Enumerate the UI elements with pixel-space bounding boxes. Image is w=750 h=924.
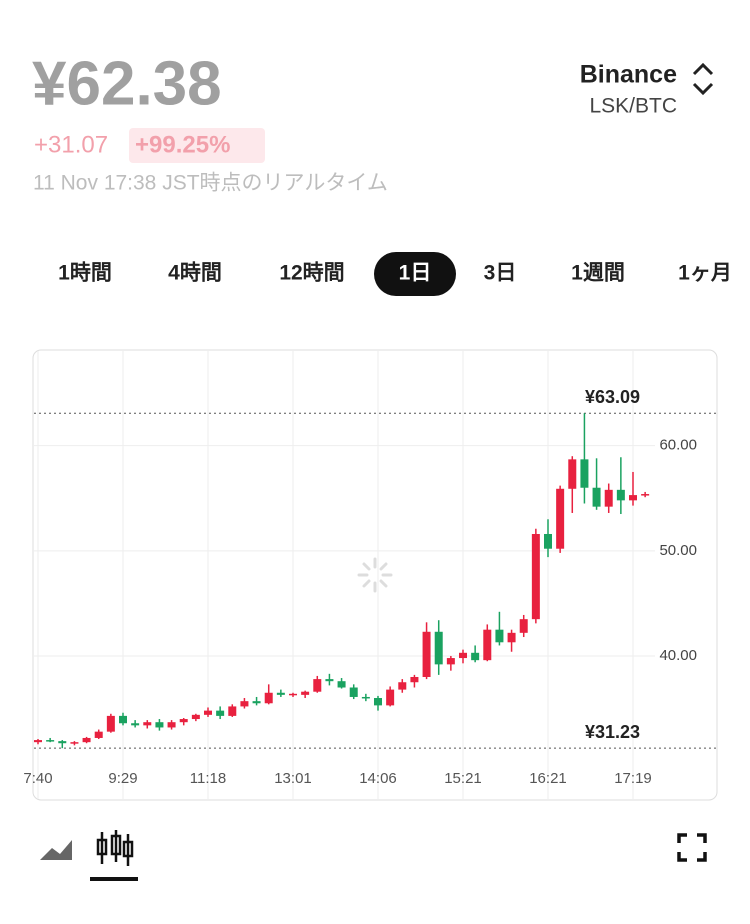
y-tick-label: 50.00 — [659, 542, 697, 559]
tab[interactable]: 1週間 — [571, 262, 625, 285]
candle-body — [264, 692, 273, 704]
candle-body — [94, 731, 103, 738]
y-tick-label: 40.00 — [659, 647, 697, 664]
x-tick-label: 17:19 — [614, 770, 652, 787]
candle-body — [82, 737, 91, 743]
candle-body — [167, 722, 176, 728]
candle-body — [434, 631, 443, 665]
candle-body — [483, 629, 492, 661]
x-tick-label: 16:21 — [529, 770, 567, 787]
candle-body — [519, 619, 528, 633]
line-chart-icon[interactable] — [40, 840, 72, 860]
tab[interactable]: 3日 — [484, 262, 517, 285]
candle-body — [446, 658, 455, 665]
y-tick-label: 60.00 — [659, 437, 697, 454]
candle-body — [361, 696, 370, 699]
candle-body — [204, 710, 212, 715]
change: +31.07 — [34, 131, 108, 158]
candle-body — [155, 722, 164, 728]
timestamp: 11 Nov 17:38 JST時点のリアルタイム — [33, 172, 388, 195]
spinner — [357, 557, 393, 593]
candle-body — [398, 682, 407, 690]
candle-body — [641, 494, 650, 496]
candle-body — [531, 533, 540, 620]
candle-body — [507, 632, 516, 643]
candle-body — [422, 631, 431, 677]
candle-body — [313, 679, 322, 692]
chart: 7:40 9:29 11:18 13:01 14:06 15:21 16:21 17:19 40… — [23, 351, 716, 799]
candle-body — [544, 533, 552, 549]
candle-body — [556, 488, 565, 549]
tab[interactable]: 4時間 — [168, 261, 222, 285]
x-tick-label: 7:40 — [23, 770, 52, 787]
candle-body — [58, 741, 67, 744]
x-tick-label: 11:18 — [190, 770, 226, 787]
candle-body — [46, 740, 55, 742]
candle-body — [592, 487, 601, 507]
pair[interactable]: LSK/BTC — [589, 95, 677, 118]
candle-body — [228, 706, 237, 716]
candle-body — [629, 495, 637, 501]
candle-body — [34, 740, 42, 743]
candle-body — [131, 723, 140, 726]
x-tick-label: 14:06 — [359, 770, 397, 787]
candle-body — [349, 687, 358, 697]
candle-body — [301, 691, 310, 695]
candle-body — [289, 693, 297, 696]
candle-body — [276, 692, 285, 695]
candle-body — [337, 681, 346, 688]
candle-body — [604, 489, 613, 507]
candle-body — [70, 742, 79, 744]
extreme-label: ¥63.09 — [585, 387, 640, 407]
selected-indicator — [90, 877, 138, 881]
tab[interactable]: 1ヶ月 — [678, 262, 732, 285]
candle-body — [252, 701, 261, 704]
candle-body — [240, 701, 249, 707]
tab[interactable]: 12時間 — [279, 261, 344, 285]
pct-badge — [129, 128, 265, 163]
change-pct: +99.25% — [135, 131, 230, 158]
candle-body — [568, 459, 577, 489]
candle-body — [471, 652, 480, 661]
x-tick-label: 13:01 — [274, 770, 312, 787]
candle-body — [616, 489, 625, 501]
tab[interactable]: 1時間 — [58, 261, 112, 285]
candle-body — [119, 715, 127, 724]
chart-frame — [32, 349, 718, 801]
candle-body — [216, 710, 225, 716]
candle-body — [386, 689, 395, 706]
candle-body — [580, 459, 589, 488]
exchange[interactable]: Binance — [580, 61, 677, 89]
candle-body — [495, 629, 504, 643]
x-tick-label: 9:29 — [108, 770, 137, 787]
tab-selected — [374, 252, 456, 296]
candle-body — [106, 715, 115, 732]
candle-chart-icon[interactable] — [96, 830, 134, 866]
candle-body — [325, 679, 334, 682]
candle-body — [410, 676, 419, 683]
candle-body — [143, 722, 152, 726]
candle-body — [179, 719, 188, 723]
x-tick-label: 15:21 — [444, 770, 482, 787]
price: ¥62.38 — [32, 49, 222, 118]
tab[interactable]: 1日 — [399, 262, 432, 285]
candle-body — [191, 714, 200, 720]
candle-body — [459, 652, 467, 659]
extreme-label: ¥31.23 — [585, 722, 640, 742]
fullscreen-icon[interactable] — [677, 833, 707, 862]
tabs: 1時間 4時間 12時間 1日 3日 1週間 1ヶ月 — [58, 252, 732, 296]
candle-body — [374, 698, 382, 706]
switch-icon[interactable] — [692, 62, 714, 96]
